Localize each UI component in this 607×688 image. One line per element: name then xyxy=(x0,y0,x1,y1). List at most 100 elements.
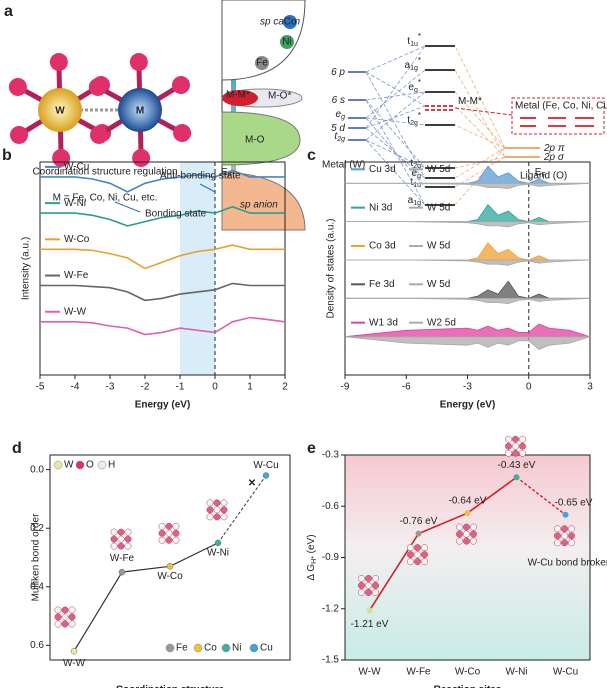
y-tick-label: -0.6 xyxy=(322,501,340,512)
legend-label: Ni 3d xyxy=(369,202,392,213)
x-tick-label: W-Co xyxy=(455,667,481,678)
structure-atom xyxy=(512,435,519,443)
w-label: W xyxy=(55,106,65,117)
ion-ball xyxy=(280,35,294,49)
label-sub: 1u xyxy=(413,182,421,189)
structure-atom xyxy=(365,589,372,596)
structure-atom xyxy=(110,542,118,550)
fermi-label: EF xyxy=(535,167,546,179)
label-sup: * xyxy=(418,56,421,65)
mo-level-label: t1u* xyxy=(407,32,421,48)
structure-atom xyxy=(68,606,76,614)
panel-letter: c xyxy=(307,147,316,164)
cross: ✕ xyxy=(248,478,256,489)
point xyxy=(513,474,520,481)
structure-atom xyxy=(124,542,132,550)
correlation xyxy=(365,105,426,129)
label-sub: g xyxy=(414,87,418,94)
label-sub: H* xyxy=(311,556,318,564)
point-label: W-Fe xyxy=(110,553,135,564)
point xyxy=(464,510,471,517)
correlation xyxy=(454,69,506,158)
legend-label: W 5d xyxy=(427,279,450,290)
legend-label: Fe 3d xyxy=(369,279,395,290)
structure-atom xyxy=(519,435,526,443)
legend-label: O xyxy=(86,460,94,471)
correlation xyxy=(365,139,426,169)
label-sub: 1g xyxy=(413,200,421,207)
point-label: W-Ni xyxy=(207,547,229,558)
ligand-level-label: 2p σ xyxy=(543,152,565,163)
o-atom xyxy=(49,53,68,72)
structure-atom xyxy=(220,499,228,507)
legend-label: W-Fe xyxy=(64,270,89,281)
structure-atom xyxy=(372,575,379,582)
x-tick-label: -6 xyxy=(402,382,411,393)
trend-dashed xyxy=(217,475,267,544)
correlation xyxy=(454,45,506,149)
structure-atom xyxy=(470,530,477,538)
structure-atom xyxy=(110,528,118,536)
label-main: 2p π xyxy=(543,143,565,154)
legend-label: W-Ni xyxy=(64,198,86,209)
y-axis-label: Intensity (a.u.) xyxy=(21,237,32,300)
legend-label: W-Cu xyxy=(64,162,89,173)
plot-frame xyxy=(49,454,291,661)
legend-label: W 5d xyxy=(427,241,450,252)
y-tick-label: 0.4 xyxy=(30,581,44,592)
band-m-o xyxy=(221,111,301,166)
structure-atom xyxy=(117,528,125,536)
correlation xyxy=(365,91,426,101)
series-line xyxy=(40,282,285,302)
point xyxy=(118,568,126,576)
structure-atom xyxy=(117,535,125,543)
label-main: e xyxy=(336,109,342,120)
ion-label: Co xyxy=(284,17,297,28)
x-tick-label: W-Cu xyxy=(553,667,578,678)
correlation xyxy=(454,91,506,149)
structure-atom xyxy=(568,532,575,540)
x-tick-label: W-W xyxy=(358,667,381,678)
structure-atom xyxy=(61,606,69,614)
structure-atom xyxy=(68,613,76,621)
structure-atom xyxy=(372,582,379,589)
point xyxy=(415,530,422,537)
legend-dot xyxy=(53,460,63,470)
dos-area xyxy=(345,259,591,266)
y-tick-label: 0.2 xyxy=(30,523,44,534)
legend-label: Co 3d xyxy=(369,241,396,252)
label-main: t xyxy=(407,115,410,126)
x-axis-label: Reaction sites xyxy=(434,685,502,688)
structure-atom xyxy=(172,536,180,544)
label-main: M-M* xyxy=(458,96,482,107)
correlation xyxy=(365,71,426,107)
x-tick-label: -3 xyxy=(106,382,115,393)
y-axis-label: Density of states (a.u.) xyxy=(326,218,337,318)
x-tick-label: 0 xyxy=(212,382,218,393)
band-label: sp cation xyxy=(260,17,300,28)
value-label: -0.76 eV xyxy=(400,516,438,527)
structure-atom xyxy=(505,442,512,450)
structure-atom xyxy=(463,530,470,538)
band-label: M-O xyxy=(245,135,265,146)
label-main: e xyxy=(412,168,418,179)
x-tick-label: 2 xyxy=(282,382,288,393)
o-atom xyxy=(129,53,148,72)
ion-label: Fe xyxy=(256,58,268,69)
structure-atom xyxy=(568,525,575,533)
label-sub: g xyxy=(417,173,421,180)
legend-label: W-W xyxy=(64,306,87,317)
metal-level-label: 6 p xyxy=(331,67,345,78)
mo-level-label: t2g xyxy=(410,158,421,170)
legend-dot xyxy=(97,460,107,470)
dos-area xyxy=(345,182,591,190)
structure-atom xyxy=(554,525,561,533)
label-sup: * xyxy=(418,111,421,120)
mo-level-label: a1g* xyxy=(405,56,421,72)
y-tick-label: 0.0 xyxy=(30,464,44,475)
structure-atom xyxy=(470,523,477,531)
structure-atom xyxy=(505,449,512,457)
trend-line xyxy=(368,476,517,611)
structure-atom xyxy=(358,582,365,589)
label-sub: 1g xyxy=(410,65,418,72)
